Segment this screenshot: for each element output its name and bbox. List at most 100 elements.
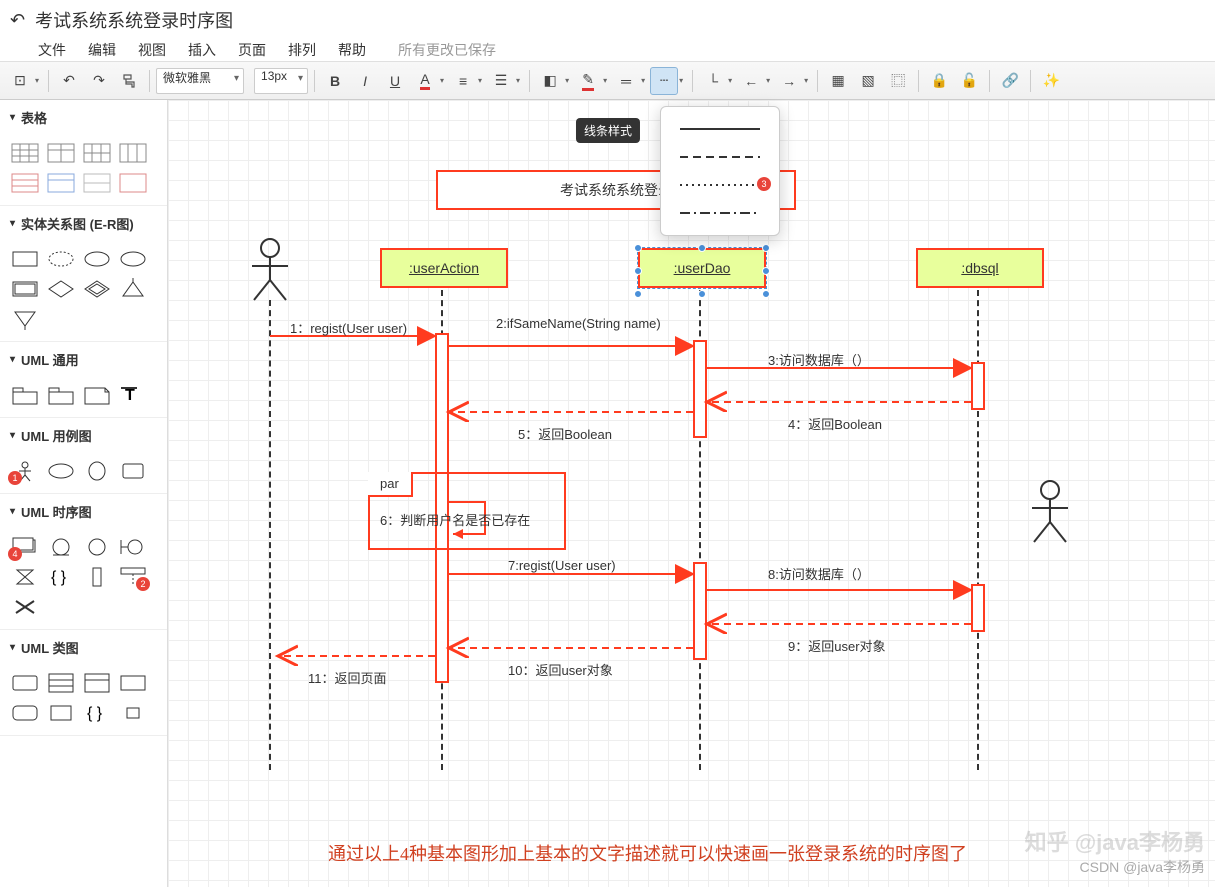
table-shape[interactable] xyxy=(118,171,148,195)
uml-usecase-oval[interactable] xyxy=(46,459,76,483)
uml-braces2[interactable]: { } xyxy=(82,701,112,725)
dropdown-icon[interactable]: ▾ xyxy=(725,76,735,85)
zoom-button[interactable]: ⊡ xyxy=(6,67,34,95)
redo-button[interactable]: ↷ xyxy=(85,67,113,95)
arrow-end-button[interactable]: → xyxy=(775,67,803,95)
to-back-button[interactable]: ▧ xyxy=(854,67,882,95)
line-style-button[interactable]: ┄ xyxy=(650,67,678,95)
italic-button[interactable]: I xyxy=(351,67,379,95)
format-painter-button[interactable] xyxy=(115,67,143,95)
er-diamond[interactable] xyxy=(46,277,76,301)
shapes-sidebar[interactable]: 表格 实体关系图 (E-R图) xyxy=(0,100,168,887)
uml-boundary-circle[interactable] xyxy=(118,535,148,559)
magic-button[interactable]: ✨ xyxy=(1037,67,1065,95)
menu-edit[interactable]: 编辑 xyxy=(88,40,116,60)
msg-label[interactable]: 6：判断用户名是否已存在 xyxy=(380,510,530,529)
menu-view[interactable]: 视图 xyxy=(138,40,166,60)
uml-destroy[interactable] xyxy=(10,595,40,619)
uml-lifeline-head[interactable]: 4 xyxy=(10,535,40,559)
msg-label[interactable]: 5：返回Boolean xyxy=(518,424,612,443)
uml-class-simple[interactable] xyxy=(46,701,76,725)
uml-hourglass[interactable] xyxy=(10,565,40,589)
msg-label[interactable]: 7:regist(User user) xyxy=(508,558,616,573)
dropdown-icon[interactable]: ▾ xyxy=(801,76,811,85)
table-shape[interactable] xyxy=(46,171,76,195)
dropdown-icon[interactable]: ▾ xyxy=(437,76,447,85)
msg-label[interactable]: 3:访问数据库（） xyxy=(768,350,870,369)
menu-arrange[interactable]: 排列 xyxy=(288,40,316,60)
uml-small-rect[interactable] xyxy=(118,701,148,725)
uml-control-circle[interactable] xyxy=(82,535,112,559)
er-double-diamond[interactable] xyxy=(82,277,112,301)
table-shape[interactable] xyxy=(82,141,112,165)
uml-frame[interactable]: 2 xyxy=(118,565,148,589)
uml-folder[interactable] xyxy=(46,383,76,407)
uml-class-3[interactable] xyxy=(46,671,76,695)
menu-help[interactable]: 帮助 xyxy=(338,40,366,60)
align-button[interactable]: ≡ xyxy=(449,67,477,95)
lifeline-head-useraction[interactable]: :userAction xyxy=(380,248,508,288)
activation-bar[interactable] xyxy=(693,562,707,660)
dropdown-icon[interactable]: ▾ xyxy=(638,76,648,85)
dropdown-icon[interactable]: ▾ xyxy=(562,76,572,85)
fill-color-button[interactable]: ◧ xyxy=(536,67,564,95)
er-ellipse-dashed[interactable] xyxy=(46,247,76,271)
uml-actor[interactable]: 1 xyxy=(10,459,40,483)
menu-insert[interactable]: 插入 xyxy=(188,40,216,60)
line-width-button[interactable]: ═ xyxy=(612,67,640,95)
line-style-dotted[interactable]: 3 xyxy=(673,171,767,199)
font-family-select[interactable]: 微软雅黑 xyxy=(156,68,244,94)
section-uml-sequence[interactable]: UML 时序图 xyxy=(0,494,167,529)
msg-label[interactable]: 4：返回Boolean xyxy=(788,414,882,433)
table-shape[interactable] xyxy=(82,171,112,195)
section-uml-general[interactable]: UML 通用 xyxy=(0,342,167,377)
uml-class-empty[interactable] xyxy=(118,671,148,695)
msg-label[interactable]: 1：regist(User user) xyxy=(290,318,407,337)
undo-button[interactable]: ↶ xyxy=(55,67,83,95)
er-triangle-down[interactable] xyxy=(10,307,40,331)
msg-label[interactable]: 9：返回user对象 xyxy=(788,636,886,655)
er-rect[interactable] xyxy=(10,247,40,271)
dropdown-icon[interactable]: ▾ xyxy=(513,76,523,85)
uml-activation[interactable] xyxy=(82,565,112,589)
to-front-button[interactable]: ▦ xyxy=(824,67,852,95)
connector-straight-button[interactable]: └ xyxy=(699,67,727,95)
section-uml-class[interactable]: UML 类图 xyxy=(0,630,167,665)
er-ellipse[interactable] xyxy=(82,247,112,271)
uml-boundary[interactable] xyxy=(118,459,148,483)
section-er[interactable]: 实体关系图 (E-R图) xyxy=(0,206,167,241)
table-shape[interactable] xyxy=(10,171,40,195)
underline-button[interactable]: U xyxy=(381,67,409,95)
activation-bar[interactable] xyxy=(693,340,707,438)
line-style-solid[interactable] xyxy=(673,115,767,143)
lifeline-head-dbsql[interactable]: :dbsql xyxy=(916,248,1044,288)
er-ellipse2[interactable] xyxy=(118,247,148,271)
actor-icon[interactable] xyxy=(248,238,292,305)
uml-text[interactable]: T xyxy=(118,383,148,407)
font-color-button[interactable]: A xyxy=(411,67,439,95)
arrow-start-button[interactable]: ← xyxy=(737,67,765,95)
section-tables[interactable]: 表格 xyxy=(0,100,167,135)
table-shape[interactable] xyxy=(10,141,40,165)
msg-label[interactable]: 10：返回user对象 xyxy=(508,660,613,679)
lifeline-head-userdao[interactable]: :userDao xyxy=(638,248,766,288)
dropdown-icon[interactable]: ▾ xyxy=(676,76,686,85)
line-color-button[interactable]: ✎ xyxy=(574,67,602,95)
uml-entity-circle[interactable] xyxy=(46,535,76,559)
line-style-dashdot[interactable] xyxy=(673,199,767,227)
section-uml-usecase[interactable]: UML 用例图 xyxy=(0,418,167,453)
activation-bar[interactable] xyxy=(971,584,985,632)
line-style-dashed[interactable] xyxy=(673,143,767,171)
actor-icon[interactable] xyxy=(1028,480,1072,547)
document-title[interactable]: 考试系统系统登录时序图 xyxy=(35,7,233,33)
table-shape[interactable] xyxy=(118,141,148,165)
menu-page[interactable]: 页面 xyxy=(238,40,266,60)
dropdown-icon[interactable]: ▾ xyxy=(763,76,773,85)
table-shape[interactable] xyxy=(46,141,76,165)
back-arrow-icon[interactable]: ↶ xyxy=(10,10,25,31)
dropdown-icon[interactable]: ▾ xyxy=(32,76,42,85)
uml-note[interactable] xyxy=(82,383,112,407)
link-button[interactable]: 🔗 xyxy=(996,67,1024,95)
group-button[interactable]: ⿴ xyxy=(884,67,912,95)
activation-bar[interactable] xyxy=(971,362,985,410)
